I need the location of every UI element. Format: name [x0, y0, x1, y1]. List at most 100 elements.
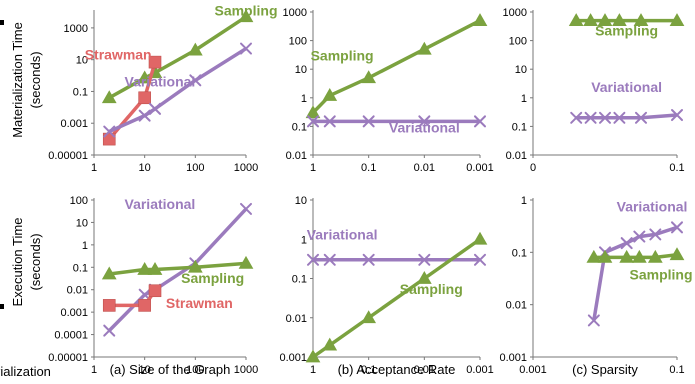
data-point-strawman: [138, 91, 151, 105]
data-point-variational: [620, 237, 633, 250]
data-point-sampling: [568, 13, 584, 26]
series-label-sampling: Sampling: [630, 267, 693, 283]
y-tick-label: 1: [301, 93, 307, 105]
data-point-variational: [149, 102, 162, 115]
y-tick-label: 0.1: [292, 121, 307, 133]
series-label-sampling: Sampling: [595, 23, 658, 39]
x-tick-label: 1: [310, 364, 316, 376]
data-point-strawman: [102, 132, 116, 146]
x-tick-label: 0.1: [669, 162, 684, 174]
y-tick-label: 1000: [283, 7, 307, 19]
panel-caption: (b) Acceptance Rate: [338, 362, 456, 377]
x-tick-label: 10: [139, 364, 151, 376]
y-tick-label: 0.01: [506, 150, 527, 162]
x-tick-label: 100: [186, 364, 204, 376]
y-tick-label: 0.1: [73, 86, 88, 98]
x-tick-label: 1: [310, 162, 316, 174]
series-line-variational: [576, 113, 678, 120]
x-tick-label: 1: [91, 162, 97, 174]
data-point-sampling: [137, 261, 153, 275]
left-edge-mark-bottom: [0, 304, 4, 309]
left-edge-mark-top: [0, 20, 4, 25]
data-point-sampling: [322, 88, 338, 101]
y-tick-label: 100: [509, 36, 527, 48]
data-point-variational: [362, 115, 375, 128]
x-tick-label: 0.01: [414, 364, 435, 376]
data-point-variational: [635, 111, 647, 124]
x-tick-label: 0.1: [361, 364, 376, 376]
data-point-variational: [671, 109, 683, 122]
data-point-strawman: [138, 299, 151, 312]
y-tick-label: 0.0001: [54, 330, 88, 342]
data-point-sampling: [416, 270, 432, 284]
y-tick-label: 0.1: [512, 247, 527, 259]
series-variational: Variational: [307, 115, 486, 136]
series-variational: Variational: [570, 79, 683, 124]
series-label-strawman: Strawman: [85, 47, 152, 63]
data-point-sampling: [238, 9, 254, 23]
y-tick-label: 0.1: [512, 121, 527, 133]
data-point-variational: [474, 115, 486, 128]
data-point-sampling: [633, 13, 649, 26]
data-point-sampling: [597, 249, 613, 263]
x-tick-label: 1000: [234, 162, 258, 174]
x-tick-label: 0.01: [414, 162, 435, 174]
data-point-variational: [323, 253, 336, 266]
data-point-sampling: [472, 13, 488, 26]
y-tick-label: 0.001: [60, 118, 88, 130]
y-tick-label: 10: [76, 55, 88, 67]
data-point-variational: [649, 228, 662, 241]
series-sampling: Sampling: [586, 247, 693, 283]
y-tick-label: 0.001: [60, 307, 88, 319]
x-tick-label: 0.001: [519, 364, 547, 376]
x-tick-label: 1000: [234, 364, 258, 376]
panel-c-top: 0.01 0.1 1 10 100 1000 0 0.1 Sampling Variational: [503, 7, 685, 174]
data-point-variational: [418, 253, 431, 266]
x-tick-label: 100: [186, 162, 204, 174]
series-variational: Variational: [307, 226, 486, 266]
data-point-variational: [587, 314, 600, 327]
series-label-variational: Variational: [617, 199, 688, 215]
y-tick-label: 0.01: [286, 150, 307, 162]
x-tick-label: 10: [139, 162, 151, 174]
series-label-variational: Variational: [389, 120, 460, 136]
x-tick-label: 0: [530, 162, 536, 174]
data-point-sampling: [238, 255, 254, 269]
y-tick-label: 100: [70, 195, 88, 207]
data-point-strawman: [148, 284, 162, 298]
x-tick-label: 0.001: [466, 364, 494, 376]
data-point-sampling: [619, 249, 635, 263]
data-point-sampling: [305, 349, 321, 363]
panel-caption: (c) Sparsity: [572, 362, 638, 377]
data-point-variational: [474, 253, 486, 266]
y-tick-label: 0.00001: [48, 352, 88, 364]
series-line-sampling: [311, 237, 482, 359]
data-point-variational: [138, 109, 151, 122]
y-tick-label: 100: [289, 36, 307, 48]
data-point-variational: [418, 115, 431, 128]
series-label-variational: Variational: [307, 226, 378, 242]
series-strawman: Strawman: [102, 284, 233, 312]
series-label-strawman: Strawman: [166, 295, 233, 311]
data-point-variational: [633, 230, 646, 243]
series-label-variational: Variational: [125, 196, 196, 212]
data-point-variational: [362, 253, 375, 266]
row-bottom-ylabel: Execution Time (seconds): [10, 218, 43, 307]
data-point-sampling: [137, 70, 153, 84]
panel-b-top: 0.01 0.1 1 10 100 1000 1 0.1 0.01 0.001 Sampling Va…: [283, 7, 494, 174]
series-label-variational: Variational: [125, 74, 196, 90]
y-tick-label: 1: [301, 234, 307, 246]
data-point-sampling: [147, 261, 163, 275]
series-strawman: Strawman: [85, 47, 162, 146]
y-tick-label: 10: [295, 64, 307, 76]
data-point-variational: [613, 111, 626, 124]
data-point-sampling: [187, 42, 203, 56]
series-sampling: Sampling: [305, 231, 488, 363]
series-label-sampling: Sampling: [214, 3, 277, 19]
y-tick-label: 1000: [64, 23, 88, 35]
ylabel-bottom-line1: Execution Time: [10, 218, 25, 307]
data-point-variational: [189, 74, 202, 87]
panel-caption: (a) Size of the Graph: [110, 362, 231, 377]
data-point-sampling: [361, 310, 377, 324]
y-tick-label: 10: [295, 195, 307, 207]
